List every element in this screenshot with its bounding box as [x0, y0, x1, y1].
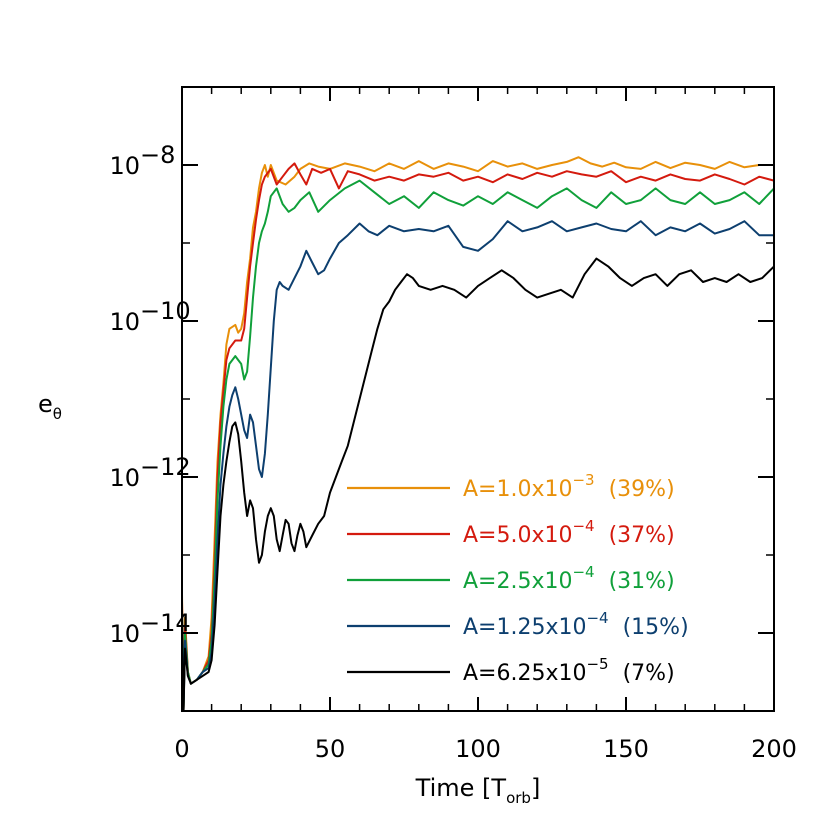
series-line-2 — [181, 162, 775, 712]
series-line-4 — [181, 220, 774, 712]
legend-label: A=1.0x10−3 (39%) — [463, 471, 675, 502]
x-tick-label: 200 — [751, 735, 797, 763]
y-tick-exponent: −12 — [140, 453, 191, 481]
legend-label: A=2.5x10−4 (31%) — [463, 563, 675, 594]
y-tick-label: 10 — [109, 620, 140, 648]
x-tick-label: 150 — [603, 735, 649, 763]
y-axis-title: eθ — [38, 390, 62, 423]
legend-label: A=6.25x10−5 (7%) — [463, 655, 675, 686]
x-tick-label: 50 — [315, 735, 346, 763]
y-tick-exponent: −10 — [140, 297, 191, 325]
y-tick-label: 10 — [109, 308, 140, 336]
legend: A=1.0x10−3 (39%) A=5.0x10−4 (37%) A=2.5x10… — [347, 471, 689, 686]
y-tick-exponent: −8 — [140, 141, 175, 169]
x-axis: 0 50 100 150 200 — [174, 87, 797, 763]
series-line-3 — [181, 179, 775, 712]
legend-label: A=1.25x10−4 (15%) — [463, 609, 689, 640]
y-tick-exponent: −14 — [140, 609, 191, 637]
series-line-5 — [181, 257, 775, 712]
x-tick-label: 0 — [174, 735, 189, 763]
x-tick-label: 100 — [455, 735, 501, 763]
x-axis-title: Time [Torb] — [415, 774, 541, 807]
legend-label: A=5.0x10−4 (37%) — [463, 517, 675, 548]
series-group — [181, 156, 775, 712]
y-tick-label: 10 — [109, 152, 140, 180]
y-tick-label: 10 — [109, 464, 140, 492]
